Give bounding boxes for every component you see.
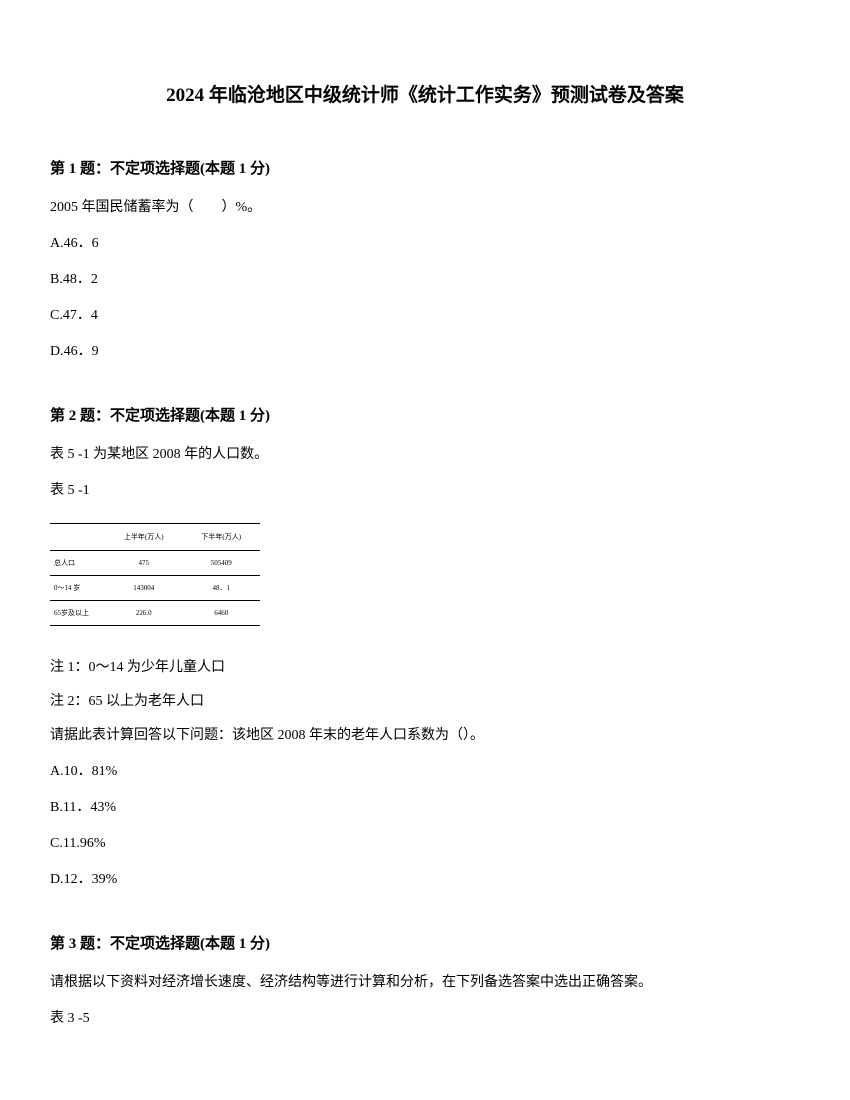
table-cell: 226.0 [105, 601, 183, 626]
question-3-text2: 表 3 -5 [50, 1005, 800, 1033]
table-cell: 143004 [105, 576, 183, 601]
question-2-note1: 注 1：0～14 为少年儿童人口 [50, 654, 800, 682]
data-table: 上半年(万人) 下半年(万人) 总人口 475 505409 0～14 岁 14… [50, 523, 260, 626]
question-2-option-a: A.10．81% [50, 758, 800, 786]
question-2: 第 2 题：不定项选择题(本题 1 分) 表 5 -1 为某地区 2008 年的… [50, 404, 800, 894]
question-3: 第 3 题：不定项选择题(本题 1 分) 请根据以下资料对经济增长速度、经济结构… [50, 932, 800, 1033]
table-header-1 [50, 524, 105, 551]
table-header-2: 上半年(万人) [105, 524, 183, 551]
question-1-header: 第 1 题：不定项选择题(本题 1 分) [50, 157, 800, 178]
table-cell: 48．1 [183, 576, 261, 601]
question-1-option-c: C.47．4 [50, 302, 800, 330]
table-row: 总人口 475 505409 [50, 551, 260, 576]
table-cell: 65岁及以上 [50, 601, 105, 626]
question-2-text1: 表 5 -1 为某地区 2008 年的人口数。 [50, 441, 800, 469]
question-2-text2: 表 5 -1 [50, 477, 800, 505]
document-title: 2024 年临沧地区中级统计师《统计工作实务》预测试卷及答案 [50, 80, 800, 107]
table-cell: 475 [105, 551, 183, 576]
question-3-header: 第 3 题：不定项选择题(本题 1 分) [50, 932, 800, 953]
table-cell: 505409 [183, 551, 261, 576]
question-1-text: 2005 年国民储蓄率为（ ）%。 [50, 194, 800, 222]
question-3-text1: 请根据以下资料对经济增长速度、经济结构等进行计算和分析，在下列备选答案中选出正确… [50, 969, 800, 997]
table-row: 65岁及以上 226.0 6460 [50, 601, 260, 626]
table-cell: 0～14 岁 [50, 576, 105, 601]
table-cell: 总人口 [50, 551, 105, 576]
question-1-option-b: B.48．2 [50, 266, 800, 294]
table-header-3: 下半年(万人) [183, 524, 261, 551]
question-2-header: 第 2 题：不定项选择题(本题 1 分) [50, 404, 800, 425]
question-2-option-c: C.11.96% [50, 830, 800, 858]
question-1: 第 1 题：不定项选择题(本题 1 分) 2005 年国民储蓄率为（ ）%。 A… [50, 157, 800, 366]
table-row: 0～14 岁 143004 48．1 [50, 576, 260, 601]
question-2-option-d: D.12．39% [50, 866, 800, 894]
question-2-option-b: B.11．43% [50, 794, 800, 822]
question-2-note2: 注 2：65 以上为老年人口 [50, 688, 800, 716]
question-1-option-d: D.46．9 [50, 338, 800, 366]
question-2-text3: 请据此表计算回答以下问题：该地区 2008 年末的老年人口系数为（）。 [50, 722, 800, 750]
question-1-option-a: A.46．6 [50, 230, 800, 258]
table-cell: 6460 [183, 601, 261, 626]
